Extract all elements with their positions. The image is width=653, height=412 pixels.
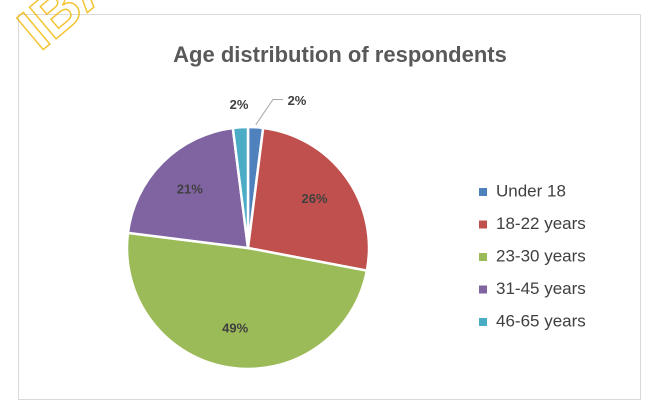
legend-label: Under 18: [496, 181, 566, 200]
data-label: 21%: [177, 181, 203, 196]
data-label: 2%: [230, 97, 249, 112]
legend-swatch: [479, 318, 487, 326]
data-label: 26%: [302, 191, 328, 206]
legend-swatch: [479, 188, 487, 196]
legend-label: 23-30 years: [496, 246, 586, 265]
legend-swatch: [479, 220, 487, 229]
legend-label: 31-45 years: [496, 279, 586, 298]
pie-slice: [126, 126, 250, 250]
legend-swatch: [479, 253, 487, 261]
data-label: 49%: [222, 321, 248, 336]
pie-slice: [231, 125, 250, 249]
pie-slice: [125, 231, 369, 371]
legend-swatch: [479, 285, 487, 294]
legend-label: 18-22 years: [496, 214, 586, 233]
data-label: 2%: [288, 93, 307, 108]
legend-label: 46-65 years: [496, 311, 586, 330]
pie-slice: [246, 126, 371, 273]
leader-line: [255, 99, 283, 126]
chart-title: Age distribution of respondents: [173, 42, 507, 67]
